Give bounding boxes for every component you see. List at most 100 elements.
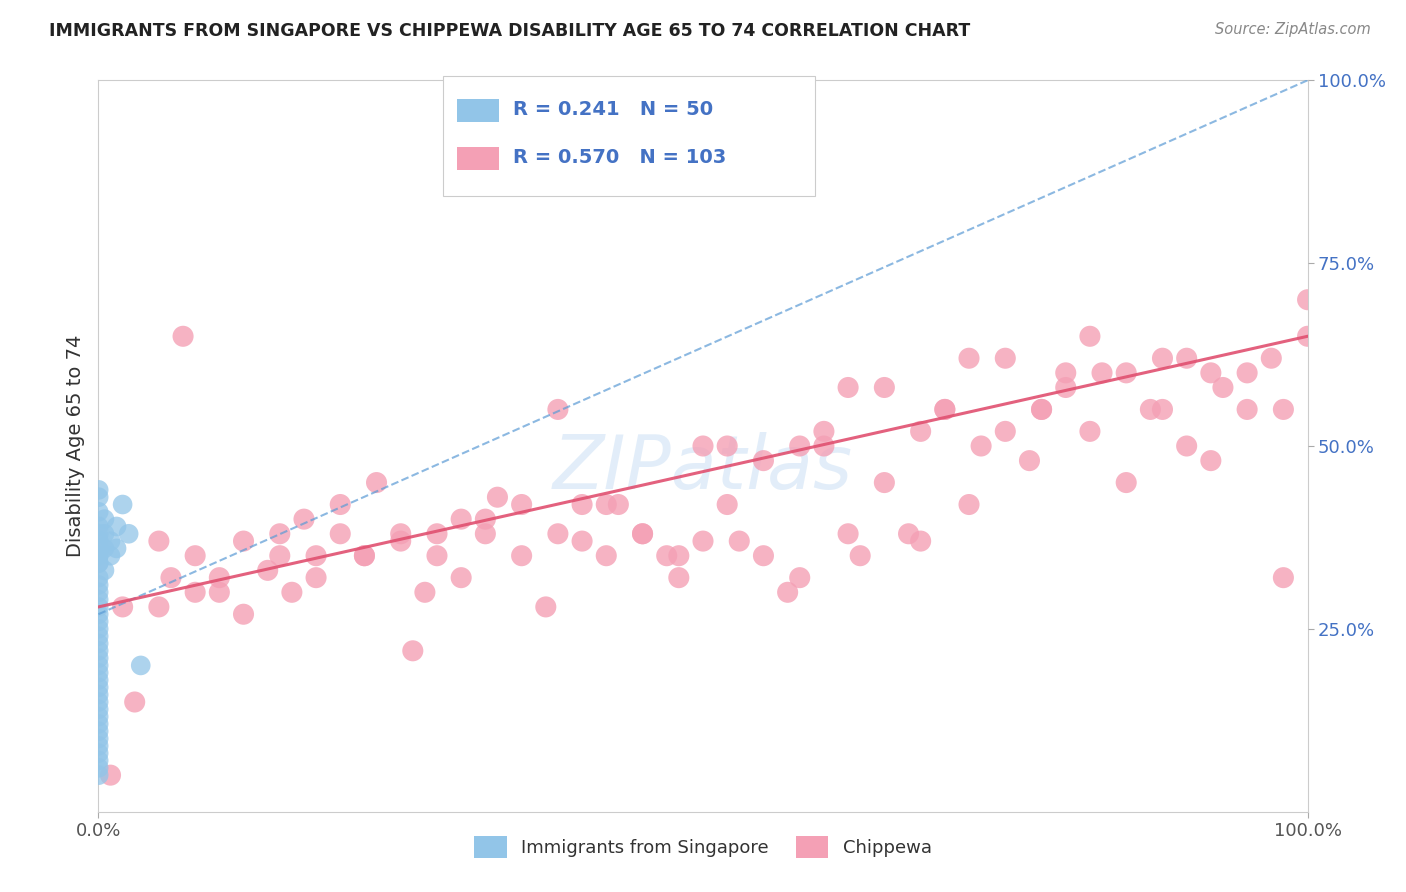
Point: [873, 380, 896, 394]
Point: [668, 571, 690, 585]
Text: ZIPatlas: ZIPatlas: [553, 432, 853, 504]
Point: [184, 585, 207, 599]
Point: [329, 526, 352, 541]
Point: [752, 549, 775, 563]
Point: [776, 585, 799, 599]
Point: [934, 402, 956, 417]
Point: [897, 526, 920, 541]
Point: [934, 402, 956, 417]
Point: [1091, 366, 1114, 380]
Point: [426, 526, 449, 541]
Point: [1031, 402, 1053, 417]
Point: [87, 622, 110, 636]
Point: [353, 549, 375, 563]
Point: [1139, 402, 1161, 417]
Point: [124, 695, 146, 709]
Point: [292, 512, 315, 526]
Point: [994, 425, 1017, 439]
Point: [607, 498, 630, 512]
Point: [1152, 351, 1174, 366]
Point: [716, 498, 738, 512]
Point: [281, 585, 304, 599]
Point: [87, 717, 110, 731]
Point: [87, 724, 110, 739]
Point: [595, 498, 617, 512]
Point: [970, 439, 993, 453]
Point: [87, 688, 110, 702]
Point: [129, 658, 152, 673]
Point: [873, 475, 896, 490]
Point: [87, 658, 110, 673]
Legend: Immigrants from Singapore, Chippewa: Immigrants from Singapore, Chippewa: [467, 829, 939, 865]
Point: [305, 549, 328, 563]
Point: [87, 746, 110, 760]
Point: [413, 585, 436, 599]
Point: [93, 512, 115, 526]
Point: [87, 644, 110, 658]
Point: [87, 534, 110, 549]
Point: [837, 526, 859, 541]
Point: [631, 526, 654, 541]
Point: [87, 636, 110, 650]
Point: [87, 585, 110, 599]
Point: [957, 498, 980, 512]
Point: [510, 549, 533, 563]
Point: [389, 534, 412, 549]
Point: [87, 519, 110, 533]
Point: [1115, 366, 1137, 380]
Point: [87, 556, 110, 570]
Point: [87, 768, 110, 782]
Point: [208, 585, 231, 599]
Point: [148, 534, 170, 549]
Point: [1054, 366, 1077, 380]
Point: [716, 439, 738, 453]
Point: [571, 498, 593, 512]
Point: [1078, 425, 1101, 439]
Point: [1199, 453, 1222, 467]
Point: [1175, 351, 1198, 366]
Point: [269, 549, 291, 563]
Point: [87, 578, 110, 592]
Point: [111, 599, 134, 614]
Point: [510, 498, 533, 512]
Point: [910, 425, 932, 439]
Point: [118, 526, 141, 541]
Point: [87, 607, 110, 622]
Y-axis label: Disability Age 65 to 74: Disability Age 65 to 74: [66, 334, 84, 558]
Point: [87, 695, 110, 709]
Point: [232, 607, 254, 622]
Point: [1152, 402, 1174, 417]
Point: [849, 549, 872, 563]
Point: [474, 526, 496, 541]
Point: [172, 329, 194, 343]
Point: [87, 651, 110, 665]
Point: [87, 673, 110, 687]
Text: IMMIGRANTS FROM SINGAPORE VS CHIPPEWA DISABILITY AGE 65 TO 74 CORRELATION CHART: IMMIGRANTS FROM SINGAPORE VS CHIPPEWA DI…: [49, 22, 970, 40]
Point: [1175, 439, 1198, 453]
Text: Source: ZipAtlas.com: Source: ZipAtlas.com: [1215, 22, 1371, 37]
Point: [184, 549, 207, 563]
Point: [93, 526, 115, 541]
Point: [1018, 453, 1040, 467]
Point: [87, 629, 110, 643]
Point: [100, 534, 122, 549]
Point: [256, 563, 278, 577]
Point: [87, 731, 110, 746]
Point: [631, 526, 654, 541]
Point: [232, 534, 254, 549]
Point: [87, 541, 110, 556]
Point: [87, 702, 110, 716]
Point: [595, 549, 617, 563]
Point: [87, 526, 110, 541]
Point: [547, 526, 569, 541]
Point: [87, 599, 110, 614]
Point: [910, 534, 932, 549]
Point: [450, 571, 472, 585]
Point: [789, 439, 811, 453]
Point: [87, 754, 110, 768]
Point: [1272, 571, 1295, 585]
Point: [1236, 366, 1258, 380]
Point: [813, 425, 835, 439]
Point: [87, 483, 110, 497]
Point: [1031, 402, 1053, 417]
